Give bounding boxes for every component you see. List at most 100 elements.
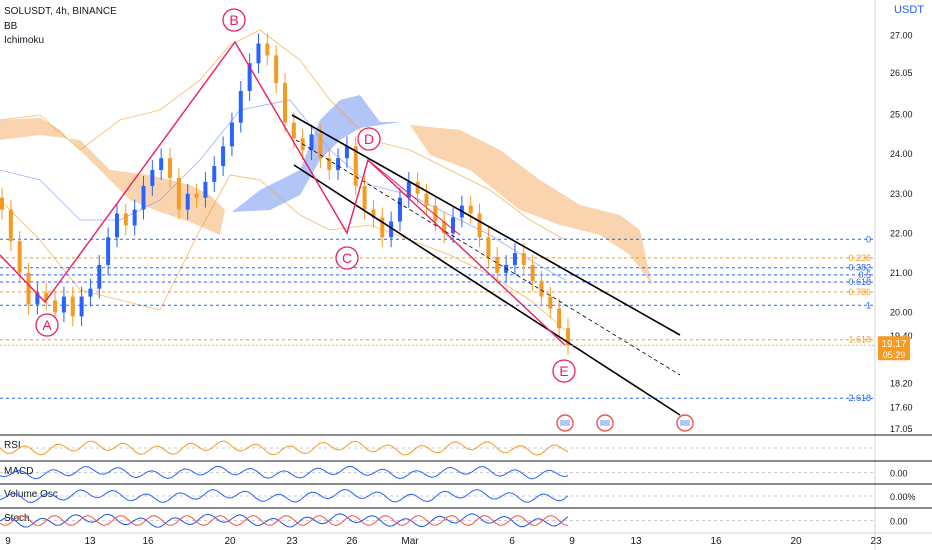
candle-body-54 xyxy=(477,213,482,238)
candle-body-22 xyxy=(194,193,199,198)
candle-body-63 xyxy=(557,308,562,329)
wave-label-circle-A xyxy=(35,313,59,337)
us-flag-icon-fill-2 xyxy=(680,420,690,426)
time-tick-12: 23 xyxy=(870,536,882,547)
candle-body-31 xyxy=(274,55,279,84)
candle-body-37 xyxy=(327,158,332,171)
bollinger-basis xyxy=(0,99,566,281)
candle-body-44 xyxy=(389,221,394,238)
candle-body-35 xyxy=(309,134,314,151)
candle-body-3 xyxy=(26,272,31,305)
panel-name-3: Stoch xyxy=(4,513,30,524)
fib-label-3: 0.5 xyxy=(858,270,871,280)
price-tick-5: 22.00 xyxy=(890,228,913,238)
price-tick-6: 21.00 xyxy=(890,268,913,278)
candle-body-6 xyxy=(53,300,58,313)
candle-body-16 xyxy=(141,185,146,210)
candle-body-53 xyxy=(468,205,473,214)
candle-body-60 xyxy=(530,264,535,281)
fib-label-5: 0.786 xyxy=(848,287,871,297)
panel-series-1 xyxy=(0,466,569,480)
fib-label-7: 1.618 xyxy=(848,335,871,345)
price-tick-10: 17.60 xyxy=(890,402,913,412)
time-tick-3: 20 xyxy=(224,536,236,547)
wave-label-circle-E xyxy=(552,359,576,383)
candle-body-33 xyxy=(291,122,296,139)
symbol-title: SOLUSDT, 4h, BINANCE xyxy=(4,6,117,17)
wave-label-circle-D xyxy=(357,127,381,151)
us-flag-icon-fill-1 xyxy=(600,420,610,426)
ichimoku-cloud-blue xyxy=(232,95,400,212)
time-tick-1: 13 xyxy=(84,536,96,547)
candle-body-9 xyxy=(79,296,84,317)
wave-inner-line xyxy=(367,159,461,236)
candle-body-40 xyxy=(353,146,358,186)
candle-body-55 xyxy=(486,237,491,258)
candle-body-64 xyxy=(566,328,570,346)
panel-series-stoch-d xyxy=(0,514,569,527)
candle-body-4 xyxy=(35,292,40,305)
indicator-ichimoku-label[interactable]: Ichimoku xyxy=(4,35,45,46)
time-tick-4: 23 xyxy=(286,536,298,547)
candle-body-59 xyxy=(521,253,526,265)
panel-series-3 xyxy=(0,513,569,528)
candle-body-7 xyxy=(61,296,66,313)
candle-body-28 xyxy=(247,63,252,91)
price-tick-1: 26.05 xyxy=(890,68,913,78)
time-tick-8: 9 xyxy=(569,536,575,547)
candle-body-8 xyxy=(70,296,75,317)
fib-label-6: 1 xyxy=(866,300,871,310)
candle-body-27 xyxy=(238,90,243,123)
candle-body-20 xyxy=(176,177,181,210)
time-tick-10: 16 xyxy=(710,536,722,547)
candle-body-45 xyxy=(397,197,402,222)
candle-body-43 xyxy=(380,217,385,238)
candle-body-26 xyxy=(229,122,234,147)
candle-body-36 xyxy=(318,134,323,159)
candle-body-10 xyxy=(88,288,93,297)
candle-body-15 xyxy=(132,209,137,226)
ichimoku-cloud-orange xyxy=(0,118,225,235)
candle-body-47 xyxy=(415,181,420,194)
bollinger-upper xyxy=(0,29,566,241)
channel-lower-line xyxy=(293,164,681,416)
candle-body-58 xyxy=(512,253,517,265)
channel-mid-line xyxy=(295,139,681,376)
candle-body-11 xyxy=(97,264,102,289)
last-price-tag xyxy=(878,336,910,361)
candle-body-41 xyxy=(362,185,367,210)
time-tick-7: 6 xyxy=(509,536,515,547)
wave-label-circle-B xyxy=(222,8,246,32)
panel-value-3: 0.00 xyxy=(890,517,908,527)
currency-label: USDT xyxy=(894,4,924,16)
time-tick-9: 13 xyxy=(630,536,642,547)
time-tick-0: 9 xyxy=(5,536,11,547)
candle-body-56 xyxy=(495,257,500,273)
indicator-bb-label[interactable]: BB xyxy=(4,21,18,32)
candle-body-30 xyxy=(265,43,270,56)
candle-body-29 xyxy=(256,43,261,64)
candle-body-62 xyxy=(548,296,553,309)
candle-body-39 xyxy=(344,146,349,159)
wave-label-circle-C xyxy=(335,246,359,270)
price-tick-2: 25.00 xyxy=(890,110,913,120)
candle-body-48 xyxy=(424,193,429,206)
candle-body-17 xyxy=(150,170,155,186)
candle-body-42 xyxy=(371,209,376,218)
channel-upper-line xyxy=(291,114,681,336)
candle-body-46 xyxy=(406,181,411,198)
candle-body-12 xyxy=(106,237,111,265)
wave-path xyxy=(0,40,566,346)
wave-label-E: E xyxy=(559,363,568,379)
candle-body-13 xyxy=(114,213,119,238)
time-tick-2: 16 xyxy=(142,536,154,547)
candle-body-19 xyxy=(168,158,173,178)
price-tick-3: 24.00 xyxy=(890,149,913,159)
panel-value-1: 0.00 xyxy=(890,469,908,479)
panel-series-2 xyxy=(0,488,569,504)
last-price-value: 19.17 xyxy=(881,339,906,350)
candle-body-2 xyxy=(17,241,22,273)
candle-body-32 xyxy=(283,83,287,123)
